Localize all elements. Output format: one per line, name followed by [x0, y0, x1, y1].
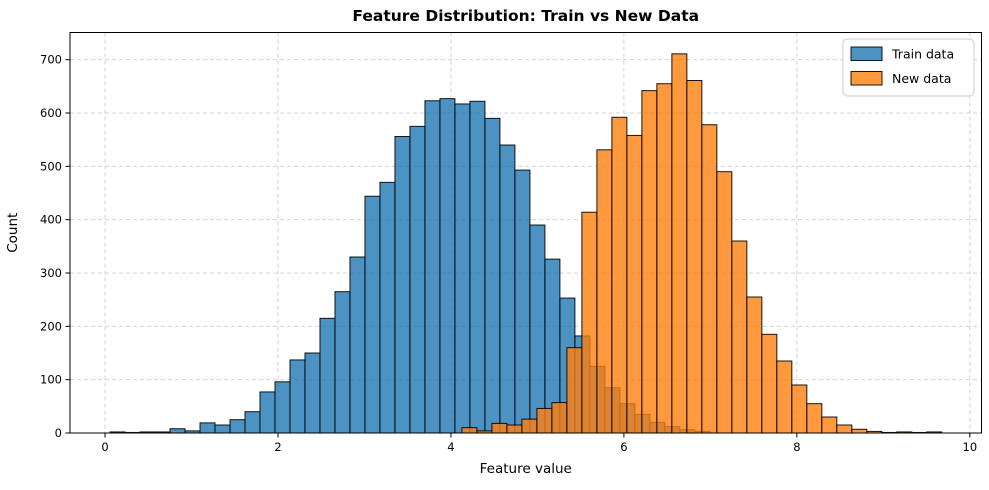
train-bar: [214, 424, 231, 434]
new-bar: [671, 53, 688, 434]
x-tick-label: 4: [447, 440, 454, 454]
new-bar: [746, 296, 763, 434]
legend-swatch-train: [850, 46, 883, 61]
train-bar: [409, 125, 426, 434]
train-bar: [199, 422, 216, 434]
legend-label-new: New data: [892, 71, 951, 86]
new-bar: [521, 418, 538, 434]
new-bar: [626, 134, 643, 434]
train-bar: [364, 195, 381, 434]
x-tick-label: 6: [620, 440, 627, 454]
new-bar: [701, 124, 718, 434]
new-bar: [536, 407, 553, 434]
x-tick-label: 2: [274, 440, 281, 454]
new-bar: [686, 79, 703, 434]
new-bar: [731, 240, 748, 434]
train-bar: [484, 117, 501, 434]
new-bar: [821, 416, 838, 434]
y-tick-label: 0: [55, 426, 62, 440]
train-bar: [304, 352, 321, 434]
train-bar: [169, 428, 186, 434]
train-bar: [514, 169, 531, 434]
x-tick-label: 0: [101, 440, 108, 454]
train-bar: [469, 100, 486, 434]
new-bar: [776, 360, 793, 434]
train-bar: [229, 419, 246, 434]
y-tick-label: 500: [40, 159, 62, 173]
train-bar: [289, 359, 306, 434]
x-tick-label: 8: [793, 440, 800, 454]
train-bar: [529, 224, 546, 434]
new-bar: [716, 171, 733, 434]
train-bar: [499, 144, 516, 434]
new-bar: [791, 384, 808, 434]
x-tick-label: 10: [963, 440, 978, 454]
new-bar: [611, 116, 628, 434]
new-bar: [641, 90, 658, 434]
train-bar: [259, 391, 276, 434]
train-bar: [439, 98, 456, 434]
train-bar: [349, 256, 366, 434]
new-bar: [836, 424, 853, 434]
y-axis-label: Count: [5, 213, 21, 253]
chart-title: Feature Distribution: Train vs New Data: [352, 7, 699, 25]
new-bar: [656, 83, 673, 434]
train-bar: [274, 381, 291, 434]
new-bar: [581, 211, 598, 434]
new-bar: [596, 149, 613, 434]
new-bar: [506, 424, 523, 434]
new-bar: [461, 427, 478, 434]
new-bar: [491, 422, 508, 434]
new-bar: [566, 347, 583, 434]
y-tick-label: 200: [40, 319, 62, 333]
train-bar: [379, 181, 396, 434]
y-tick-label: 300: [40, 266, 62, 280]
train-bar: [424, 100, 441, 434]
new-bar: [551, 402, 568, 434]
legend-swatch-new: [850, 71, 883, 86]
y-tick-label: 700: [40, 53, 62, 67]
new-bar: [761, 333, 778, 434]
train-bar: [244, 411, 261, 434]
train-bar: [334, 291, 351, 434]
new-bar: [806, 403, 823, 434]
y-tick-label: 600: [40, 106, 62, 120]
train-bar: [454, 103, 471, 434]
train-bar: [319, 317, 336, 434]
y-tick-label: 100: [40, 373, 62, 387]
legend-label-train: Train data: [891, 47, 954, 62]
new-bar: [851, 428, 868, 434]
plot-border: [69, 32, 982, 434]
y-tick-label: 400: [40, 213, 62, 227]
x-axis-label: Feature value: [480, 461, 572, 477]
train-bar: [394, 135, 411, 434]
